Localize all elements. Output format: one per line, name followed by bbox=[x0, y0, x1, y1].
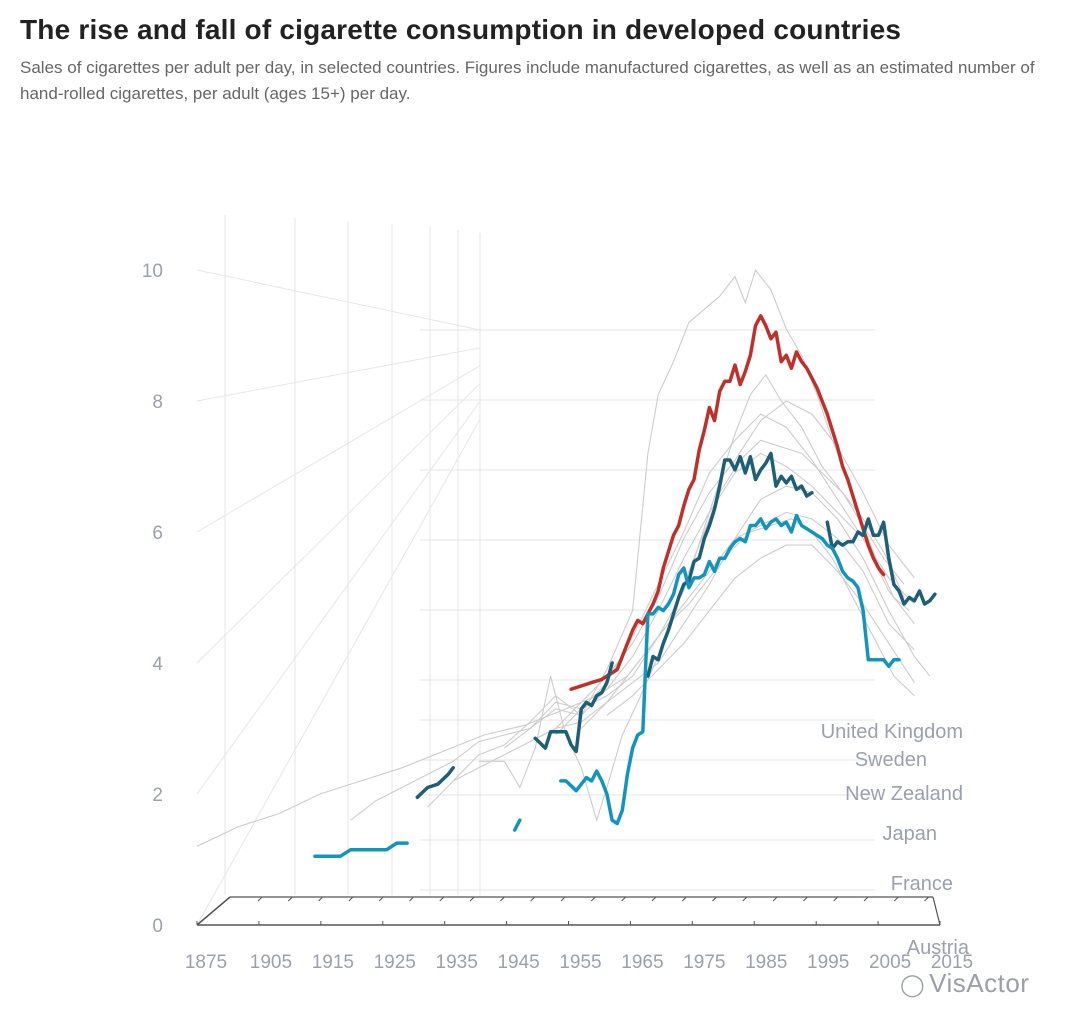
highlighted-series bbox=[313, 314, 937, 858]
series-line-sweden bbox=[825, 517, 937, 606]
background-series-line bbox=[452, 268, 910, 782]
x-tick-label: 1945 bbox=[497, 952, 539, 973]
background-series-line bbox=[196, 518, 915, 847]
series-line-new-zealand bbox=[559, 513, 901, 826]
series-line-sweden bbox=[533, 661, 614, 754]
series-line-sweden bbox=[415, 766, 455, 800]
background-series bbox=[196, 268, 931, 847]
series-line-united-kingdom bbox=[569, 314, 886, 691]
axes: 1875 1905 1915 1925 1935 1945 1955 1965 1975 1985… bbox=[142, 261, 973, 973]
chart-title: The rise and fall of cigarette consumpti… bbox=[20, 14, 902, 45]
depth-label: Austria bbox=[907, 937, 970, 959]
x-tick-label: 1875 bbox=[185, 952, 227, 973]
depth-tick-mark bbox=[681, 896, 687, 902]
y-tick-label: 6 bbox=[152, 523, 163, 544]
chart-subtitle: Sales of cigarettes per adult per day, i… bbox=[20, 58, 1035, 103]
x-tick-label: 1985 bbox=[745, 952, 787, 973]
depth-tick-mark bbox=[742, 896, 748, 902]
depth-tick-mark bbox=[651, 896, 657, 902]
depth-label: United Kingdom bbox=[821, 721, 963, 743]
depth-tick-mark bbox=[500, 896, 505, 902]
side-axis-line bbox=[932, 896, 941, 926]
depth-tick-mark bbox=[348, 896, 354, 902]
background-series-line bbox=[478, 439, 905, 823]
y-tick-label: 2 bbox=[152, 785, 163, 806]
y-tick-label: 10 bbox=[142, 261, 163, 282]
y-tick-label: 8 bbox=[152, 392, 163, 413]
x-tick-label: 1905 bbox=[250, 952, 292, 973]
x-tick-label: 1935 bbox=[436, 952, 478, 973]
depth-label: New Zealand bbox=[845, 783, 963, 805]
grid bbox=[196, 215, 875, 926]
x-tick-label: 1995 bbox=[807, 952, 849, 973]
series-line-new-zealand bbox=[512, 818, 522, 832]
watermark-label: VisActor bbox=[929, 968, 1030, 998]
x-tick-label: 1975 bbox=[683, 952, 725, 973]
grid-connector bbox=[196, 269, 481, 331]
background-series-line bbox=[555, 373, 905, 736]
series-line-sweden bbox=[646, 451, 814, 678]
x-tick-label: 1915 bbox=[312, 952, 354, 973]
depth-tick-mark bbox=[833, 896, 839, 902]
depth-tick-mark bbox=[318, 896, 323, 902]
grid-connector bbox=[196, 347, 481, 402]
y-tick-label: 0 bbox=[152, 916, 163, 937]
depth-label: Japan bbox=[883, 823, 938, 845]
x-tick-label: 1925 bbox=[374, 952, 416, 973]
depth-tick-mark bbox=[257, 896, 263, 902]
depth-label: Sweden bbox=[855, 749, 927, 771]
background-series-line bbox=[350, 413, 915, 821]
x-tick-label: 1955 bbox=[559, 952, 601, 973]
background-series-line bbox=[606, 544, 915, 716]
y-tick-label: 4 bbox=[152, 654, 163, 675]
watermark: ◯ VisActor bbox=[900, 968, 1029, 999]
depth-tick-mark bbox=[893, 896, 899, 902]
depth-tick-mark bbox=[287, 896, 293, 902]
x-tick-label: 2015 bbox=[931, 952, 973, 973]
wechat-icon: ◯ bbox=[900, 972, 926, 997]
grid-connector bbox=[196, 383, 481, 664]
depth-tick-mark bbox=[469, 896, 475, 902]
background-series-line bbox=[427, 485, 931, 808]
depth-label: France bbox=[891, 873, 953, 895]
grid-connector bbox=[196, 365, 481, 533]
x-tick-label: 1965 bbox=[621, 952, 663, 973]
depth-tick-mark bbox=[772, 896, 778, 902]
depth-tick-mark bbox=[560, 896, 566, 902]
depth-tick-mark bbox=[590, 896, 596, 902]
x-tick-label: 2005 bbox=[869, 952, 911, 973]
depth-axis-line bbox=[196, 896, 231, 926]
background-series-line bbox=[529, 400, 915, 743]
depth-tick-mark bbox=[924, 896, 929, 902]
depth-tick-mark bbox=[621, 896, 626, 902]
depth-tick-mark bbox=[409, 896, 414, 902]
series-line-new-zealand bbox=[313, 841, 409, 858]
depth-tick-mark bbox=[378, 896, 384, 902]
depth-tick-mark bbox=[803, 896, 808, 902]
depth-tick-mark bbox=[530, 896, 536, 902]
grid-connector bbox=[196, 419, 481, 926]
depth-tick-mark bbox=[712, 896, 717, 902]
depth-tick-mark bbox=[439, 896, 445, 902]
grid-connector bbox=[196, 401, 481, 795]
depth-tick-mark bbox=[863, 896, 869, 902]
